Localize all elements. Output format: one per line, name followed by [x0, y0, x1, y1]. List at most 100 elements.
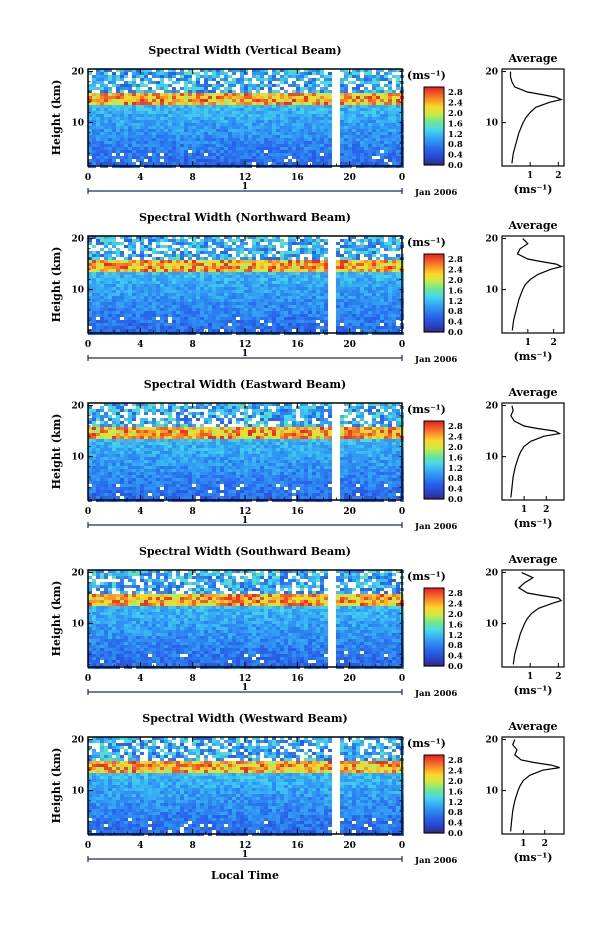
- heatmap-cell: [304, 269, 308, 272]
- heatmap-cell: [344, 159, 348, 162]
- heatmap-cell: [396, 326, 400, 329]
- heatmap-cell: [380, 129, 384, 132]
- heatmap-cell: [152, 153, 156, 156]
- heatmap-cell: [376, 75, 380, 78]
- heatmap-cell: [268, 138, 272, 141]
- heatmap-cell: [380, 141, 384, 144]
- heatmap-cell: [212, 96, 216, 99]
- heatmap-cell: [120, 117, 124, 120]
- heatmap-cell: [148, 132, 152, 135]
- heatmap-cell: [296, 287, 300, 290]
- heatmap-cell: [348, 326, 352, 329]
- heatmap-cell: [380, 314, 384, 317]
- heatmap-cell: [280, 135, 284, 138]
- heatmap-cell: [320, 275, 324, 278]
- heatmap-cell: [140, 323, 144, 326]
- heatmap-cell: [320, 75, 324, 78]
- colorbar-segment: [424, 328, 444, 330]
- heatmap-cell: [328, 123, 332, 126]
- heatmap-cell: [164, 84, 168, 87]
- heatmap-cell: [116, 272, 120, 275]
- colorbar-segment: [424, 152, 444, 154]
- heatmap-cell: [288, 305, 292, 308]
- heatmap-cell: [256, 296, 260, 299]
- heatmap-cell: [136, 120, 140, 123]
- heatmap-cell: [148, 123, 152, 126]
- heatmap-cell: [180, 153, 184, 156]
- heatmap-cell: [108, 81, 112, 84]
- heatmap-cell: [304, 239, 308, 242]
- heatmap-cell: [144, 135, 148, 138]
- heatmap-cell: [392, 299, 396, 302]
- colorbar-segment: [424, 276, 444, 278]
- heatmap-cell: [228, 305, 232, 308]
- heatmap-cell: [216, 144, 220, 147]
- heatmap-cell: [204, 239, 208, 242]
- heatmap-cell: [152, 329, 156, 332]
- heatmap-cell: [208, 126, 212, 129]
- heatmap-cell: [196, 78, 200, 81]
- heatmap-cell: [124, 123, 128, 126]
- heatmap-cell: [360, 284, 364, 287]
- heatmap-cell: [296, 105, 300, 108]
- heatmap-cell: [184, 120, 188, 123]
- heatmap-cell: [392, 69, 396, 72]
- heatmap-cell: [196, 147, 200, 150]
- heatmap-cell: [368, 323, 372, 326]
- heatmap-cell: [352, 275, 356, 278]
- heatmap-cell: [180, 105, 184, 108]
- heatmap-cell: [320, 254, 324, 257]
- heatmap-cell: [108, 302, 112, 305]
- heatmap-cell: [204, 248, 208, 251]
- heatmap-cell: [292, 135, 296, 138]
- heatmap-cell: [392, 314, 396, 317]
- heatmap-cell: [268, 296, 272, 299]
- heatmap-cell: [244, 87, 248, 90]
- heatmap-cell: [368, 245, 372, 248]
- heatmap-cell: [344, 305, 348, 308]
- heatmap-cell: [280, 305, 284, 308]
- heatmap-cell: [156, 242, 160, 245]
- heatmap-cell: [200, 129, 204, 132]
- heatmap-cell: [292, 317, 296, 320]
- heatmap-cell: [248, 132, 252, 135]
- heatmap-cell: [280, 257, 284, 260]
- heatmap-cell: [312, 242, 316, 245]
- heatmap-cell: [372, 108, 376, 111]
- heatmap-cell: [184, 87, 188, 90]
- heatmap-cell: [316, 248, 320, 251]
- heatmap-cell: [300, 314, 304, 317]
- heatmap-cell: [188, 287, 192, 290]
- heatmap-cell: [364, 260, 368, 263]
- heatmap-cell: [232, 290, 236, 293]
- heatmap-cell: [120, 296, 124, 299]
- heatmap-cell: [232, 242, 236, 245]
- colorbar-segment: [424, 290, 444, 293]
- heatmap-cell: [320, 105, 324, 108]
- heatmap-cell: [312, 329, 316, 332]
- heatmap-cell: [224, 72, 228, 75]
- heatmap-cell: [132, 290, 136, 293]
- heatmap-cell: [364, 153, 368, 156]
- heatmap-cell: [384, 132, 388, 135]
- heatmap-cell: [320, 311, 324, 314]
- heatmap-cell: [388, 129, 392, 132]
- heatmap-cell: [372, 141, 376, 144]
- heatmap-cell: [208, 111, 212, 114]
- heatmap-cell: [340, 159, 344, 162]
- heatmap-cell: [268, 266, 272, 269]
- heatmap-cell: [208, 320, 212, 323]
- heatmap-cell: [240, 93, 244, 96]
- heatmap-cell: [192, 320, 196, 323]
- heatmap-cell: [120, 311, 124, 314]
- heatmap-cell: [336, 263, 340, 266]
- heatmap-cell: [356, 320, 360, 323]
- heatmap-cell: [320, 302, 324, 305]
- heatmap-cell: [200, 251, 204, 254]
- colorbar-segment: [424, 315, 444, 317]
- heatmap-cell: [112, 272, 116, 275]
- heatmap-cell: [288, 102, 292, 105]
- heatmap-cell: [140, 254, 144, 257]
- heatmap-cell: [192, 245, 196, 248]
- heatmap-cell: [232, 147, 236, 150]
